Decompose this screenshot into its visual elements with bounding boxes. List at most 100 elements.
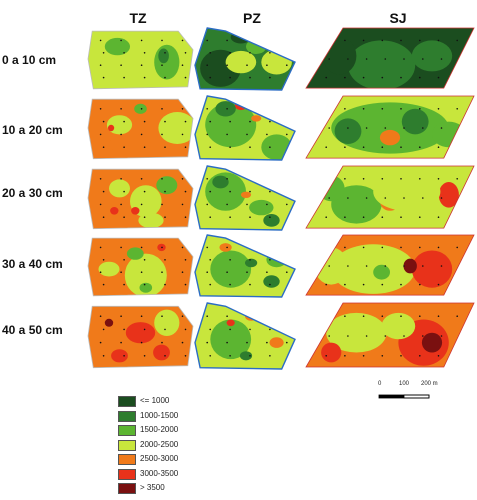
sample-point (209, 76, 211, 79)
sample-point (286, 341, 288, 344)
sample-point (226, 203, 228, 206)
sample-point (102, 120, 105, 123)
sample-point (384, 197, 387, 199)
row-label-30-40: 30 a 40 cm (2, 257, 63, 271)
sample-point (289, 146, 291, 148)
sample-point (419, 216, 421, 218)
scale-label-0: 0 (378, 381, 382, 387)
sample-point (226, 178, 228, 180)
sample-point (400, 216, 402, 218)
sample-point (123, 190, 125, 193)
sample-point (161, 271, 163, 273)
map-panel-pz-row-5 (194, 302, 296, 370)
zone-patch (379, 129, 401, 146)
legend-label: 1000-1500 (140, 410, 179, 420)
sample-point (120, 246, 122, 249)
sample-point (289, 259, 291, 261)
zone-patch (432, 121, 466, 148)
legend: <= 1000 1000-1500 1500-2000 2000-2500 2500-3… (118, 394, 258, 498)
sample-point (229, 328, 231, 331)
sample-point (123, 355, 125, 357)
sample-point (99, 64, 102, 66)
sample-point (286, 178, 288, 180)
sample-point (229, 355, 231, 357)
sample-point (381, 216, 384, 218)
sample-point (184, 120, 187, 123)
sample-point (209, 355, 211, 357)
zone-patch (245, 258, 258, 268)
scale-label-100: 100 (399, 381, 410, 387)
legend-item: > 3500 (118, 481, 258, 495)
sample-point (422, 335, 424, 337)
sample-point (181, 271, 184, 273)
sample-point (226, 315, 228, 317)
sample-point (437, 39, 440, 42)
sample-point (381, 108, 384, 110)
sample-point (161, 178, 163, 180)
sample-point (226, 246, 228, 249)
sample-point (246, 271, 248, 273)
zone-patch (322, 37, 357, 75)
zone-patch (326, 312, 387, 353)
sample-point (140, 271, 143, 273)
map-panel-tz-row-5 (87, 305, 194, 369)
sample-point (400, 246, 402, 249)
sample-point (206, 315, 208, 317)
sample-point (249, 120, 251, 123)
zone-patch (269, 337, 284, 348)
map-panel-sj-row-4 (305, 234, 475, 296)
sample-point (143, 146, 146, 148)
sample-point (419, 246, 421, 249)
sample-point (99, 271, 102, 273)
zone-patch (114, 70, 146, 85)
legend-item: 2500-3000 (118, 452, 258, 466)
sample-point (381, 246, 384, 249)
sample-point (209, 283, 211, 286)
sample-point (249, 190, 251, 193)
sample-point (362, 178, 365, 180)
sample-point (164, 283, 166, 286)
row-label-10-20: 10 a 20 cm (2, 123, 63, 137)
sample-point (325, 246, 327, 249)
zone-patch (421, 332, 443, 353)
sample-point (120, 108, 122, 110)
sample-point (325, 216, 327, 218)
sample-point (143, 355, 146, 357)
sample-point (381, 39, 384, 42)
sample-point (102, 146, 105, 148)
zone-patch (156, 176, 178, 195)
sample-point (419, 39, 421, 42)
zone-patch (158, 48, 169, 64)
sample-point (209, 328, 211, 331)
sample-point (286, 315, 288, 317)
zone-patch (158, 112, 193, 144)
map-panel-tz-row-4 (87, 237, 194, 297)
sample-point (269, 190, 271, 193)
sample-point (120, 341, 122, 344)
sample-point (400, 283, 402, 286)
sample-point (381, 315, 384, 317)
scale-bar: 0 100 200 m (378, 381, 438, 411)
sample-point (289, 190, 291, 193)
sample-point (440, 265, 443, 267)
sample-point (99, 178, 102, 180)
sample-point (123, 120, 125, 123)
zone-patch (219, 243, 232, 252)
sample-point (161, 133, 163, 136)
sample-point (344, 246, 346, 249)
sample-point (437, 355, 440, 357)
sample-point (143, 76, 146, 79)
zone-patch (139, 282, 153, 293)
sample-point (325, 146, 327, 148)
sample-point (266, 203, 268, 206)
sample-point (184, 76, 187, 79)
map-panel-tz-row-3 (87, 168, 194, 230)
sample-point (123, 76, 125, 79)
sample-point (381, 178, 384, 180)
sample-point (344, 146, 346, 148)
sample-point (384, 127, 387, 129)
sample-point (422, 127, 424, 129)
sample-point (459, 265, 461, 267)
sample-point (164, 190, 166, 193)
sample-point (437, 246, 440, 249)
